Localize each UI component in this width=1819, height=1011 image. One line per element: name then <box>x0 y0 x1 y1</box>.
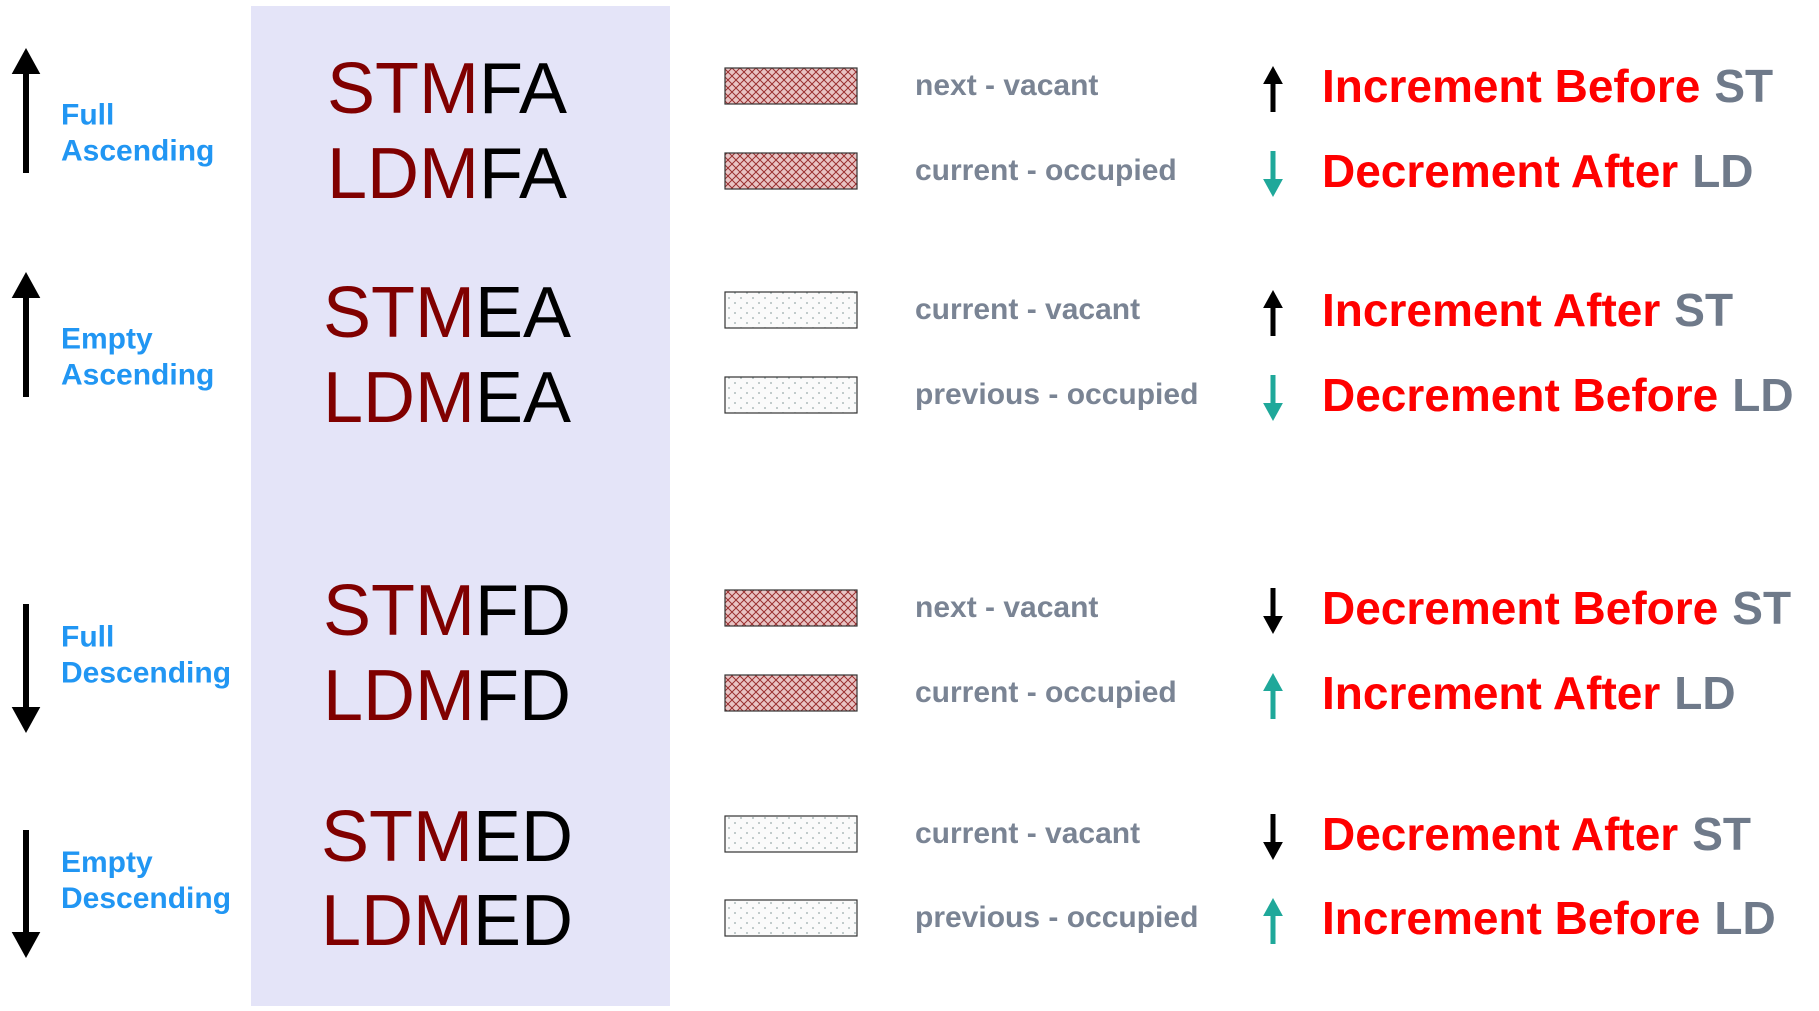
instruction-panel <box>251 6 670 1006</box>
slot-description: current - vacant <box>915 293 1140 326</box>
addressing-mode: Increment Before LD <box>1322 892 1776 944</box>
address-arrow-head <box>1263 898 1283 916</box>
instruction-prefix: STM <box>323 273 475 353</box>
instruction: LDMFA <box>327 134 567 214</box>
direction-arrow-head <box>11 707 41 733</box>
instruction: STMFA <box>327 49 567 129</box>
mode-name: Increment After <box>1322 284 1660 336</box>
address-arrow-head <box>1263 403 1283 421</box>
instruction-suffix: EA <box>475 273 571 353</box>
instruction: STMED <box>321 797 573 877</box>
addressing-mode: Decrement Before ST <box>1322 582 1791 634</box>
group-label: Descending <box>61 882 231 915</box>
stack-slot <box>724 815 858 853</box>
instruction-prefix: STM <box>321 797 473 877</box>
direction-arrow-head <box>11 932 41 958</box>
mode-op: ST <box>1692 808 1751 860</box>
addressing-mode: Decrement Before LD <box>1322 369 1794 421</box>
address-arrow-head <box>1263 673 1283 691</box>
addressing-mode: Decrement After ST <box>1322 808 1751 860</box>
mode-op: ST <box>1732 582 1791 634</box>
instruction: LDMED <box>321 881 573 961</box>
instruction-suffix: ED <box>473 797 573 877</box>
instruction-prefix: LDM <box>321 881 473 961</box>
instruction-suffix: FD <box>475 571 571 651</box>
stack-slot <box>724 291 858 329</box>
mode-op: ST <box>1674 284 1733 336</box>
addressing-mode: Increment After LD <box>1322 667 1736 719</box>
group-label: Descending <box>61 656 231 689</box>
instruction-suffix: EA <box>475 358 571 438</box>
stack-slot <box>724 899 858 937</box>
slot-description: next - vacant <box>915 591 1098 624</box>
mode-op: LD <box>1692 145 1753 197</box>
mode-op: LD <box>1674 667 1735 719</box>
mode-name: Increment Before <box>1322 892 1700 944</box>
group-label: Full <box>61 620 114 653</box>
instruction-prefix: LDM <box>323 358 475 438</box>
mode-name: Decrement After <box>1322 145 1678 197</box>
address-arrow-head <box>1263 842 1283 860</box>
mode-name: Increment After <box>1322 667 1660 719</box>
addressing-mode: Increment Before ST <box>1322 60 1773 112</box>
stack-slot <box>724 674 858 712</box>
address-arrow-head <box>1263 179 1283 197</box>
address-arrow-head <box>1263 66 1283 84</box>
mode-op: ST <box>1714 60 1773 112</box>
instruction-prefix: LDM <box>323 656 475 736</box>
mode-name: Increment Before <box>1322 60 1700 112</box>
group-label: Ascending <box>61 134 214 167</box>
instruction-suffix: FD <box>475 656 571 736</box>
instruction: LDMEA <box>323 358 571 438</box>
address-arrow-head <box>1263 290 1283 308</box>
instruction-prefix: STM <box>323 571 475 651</box>
direction-arrow-head <box>11 48 41 74</box>
instruction: LDMFD <box>323 656 571 736</box>
mode-name: Decrement Before <box>1322 369 1718 421</box>
slot-description: current - vacant <box>915 817 1140 850</box>
instruction-prefix: LDM <box>327 134 479 214</box>
slot-description: current - occupied <box>915 154 1177 187</box>
instruction: STMFD <box>323 571 571 651</box>
addressing-mode: Decrement After LD <box>1322 145 1754 197</box>
instruction-suffix: FA <box>479 49 567 129</box>
stack-slot <box>724 589 858 627</box>
instruction-suffix: FA <box>479 134 567 214</box>
instruction: STMEA <box>323 273 571 353</box>
stack-slot <box>724 67 858 105</box>
slot-description: previous - occupied <box>915 901 1198 934</box>
group-label: Ascending <box>61 358 214 391</box>
mode-op: LD <box>1732 369 1793 421</box>
slot-description: next - vacant <box>915 69 1098 102</box>
mode-name: Decrement Before <box>1322 582 1718 634</box>
direction-arrow-head <box>11 272 41 298</box>
stack-slot <box>724 152 858 190</box>
slot-description: previous - occupied <box>915 378 1198 411</box>
instruction-prefix: STM <box>327 49 479 129</box>
stack-slot <box>724 376 858 414</box>
group-label: Empty <box>61 846 153 879</box>
group-label: Empty <box>61 322 153 355</box>
slot-description: current - occupied <box>915 676 1177 709</box>
address-arrow-head <box>1263 616 1283 634</box>
group-label: Full <box>61 98 114 131</box>
mode-op: LD <box>1714 892 1775 944</box>
mode-name: Decrement After <box>1322 808 1678 860</box>
instruction-suffix: ED <box>473 881 573 961</box>
addressing-mode: Increment After ST <box>1322 284 1733 336</box>
